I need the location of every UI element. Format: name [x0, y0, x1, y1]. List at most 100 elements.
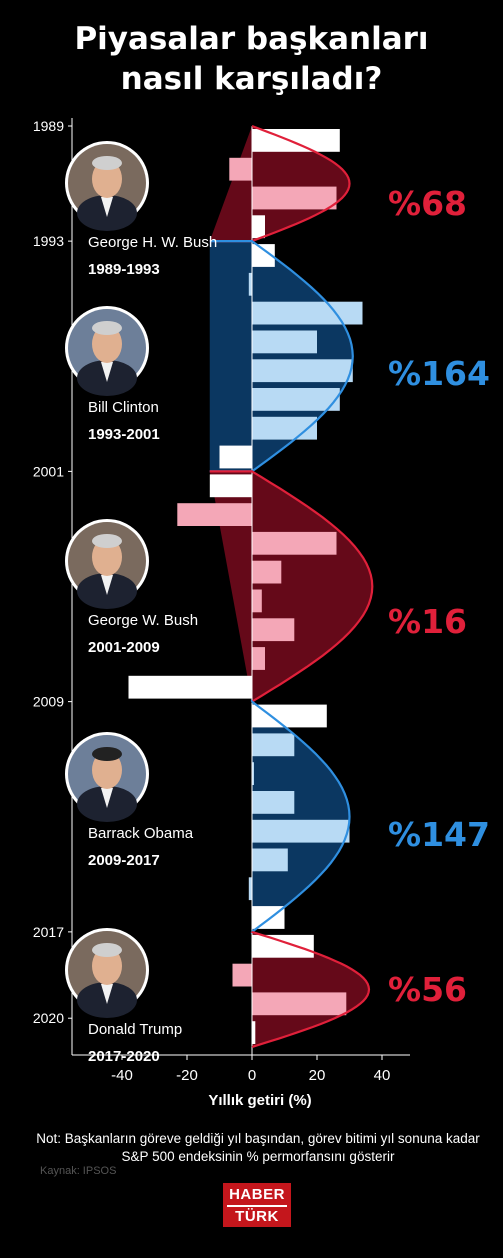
portrait-collar [101, 984, 113, 1004]
portrait-collar [101, 788, 113, 808]
bush-jr-portrait [65, 519, 149, 609]
portrait-collar [101, 575, 113, 595]
logo-divider [227, 1205, 287, 1207]
portrait-collar [101, 362, 113, 382]
bar-2007 [252, 647, 265, 670]
chart-title-line2: nasıl karşıladı? [120, 61, 383, 97]
president-term-2009: 2009-2017 [88, 852, 160, 869]
bar-2005 [252, 589, 262, 613]
bar-2020 [252, 1021, 256, 1044]
bush-sr-portrait [65, 141, 149, 231]
term-fill-1989 [209, 126, 350, 242]
bar-1993 [252, 244, 275, 267]
bar-2006 [252, 618, 295, 642]
x-tick-label-40: 40 [374, 1067, 391, 1084]
bar-1997 [252, 359, 353, 383]
year-label-2017: 2017 [33, 924, 64, 940]
bar-2012 [252, 791, 295, 814]
trump-portrait [65, 928, 149, 1018]
bar-1998 [252, 388, 340, 411]
bar-2015 [248, 877, 253, 901]
term-outline-2017 [250, 930, 371, 1049]
obama-portrait [65, 732, 149, 822]
haberturk-logo: HABER TÜRK [223, 1183, 291, 1227]
bar-1991 [252, 186, 337, 210]
term-fill-2001 [209, 471, 373, 702]
bar-2004 [252, 560, 282, 584]
president-name-1993: Bill Clinton [88, 399, 159, 416]
source-credit: Kaynak: IPSOS [40, 1165, 117, 1177]
return-label-1993: %164 [388, 354, 490, 393]
portrait-face [92, 160, 122, 198]
term-outline-1993 [209, 239, 354, 473]
year-label-1989: 1989 [33, 118, 64, 134]
bar-2002 [177, 503, 253, 526]
bar-1989 [252, 129, 340, 152]
bar-2014 [252, 848, 288, 872]
president-term-2001: 2001-2009 [88, 639, 160, 656]
bar-1994 [248, 272, 253, 296]
portrait-face [92, 751, 122, 789]
portrait-face [92, 947, 122, 985]
return-label-2009: %147 [388, 815, 490, 854]
president-term-2017: 2017-2020 [88, 1048, 160, 1065]
x-axis-ticks: -40 -20 0 20 40 Yıllık getiri (%) [111, 1055, 390, 1109]
logo-line1: HABER [229, 1186, 285, 1203]
bar-1996 [252, 330, 317, 354]
president-name-2017: Donald Trump [88, 1021, 182, 1038]
bar-2000 [219, 445, 252, 469]
bar-1992 [252, 215, 265, 239]
bar-2019 [252, 992, 347, 1016]
term-outline-2001 [209, 470, 374, 703]
term-fill-1993 [209, 241, 353, 472]
annual-return-bars [128, 126, 363, 1055]
bar-1995 [252, 301, 363, 325]
presidents-market-chart: 1989 1993 2001 2009 2017 2020 George H. W. Bu… [33, 118, 490, 1109]
bar-2001 [209, 474, 253, 498]
bar-2013 [252, 819, 350, 843]
bar-1990 [229, 157, 253, 181]
x-tick-label--40: -40 [111, 1067, 133, 1084]
portrait-hair [92, 156, 122, 170]
portrait-face [92, 325, 122, 363]
term-outline-2009 [250, 699, 351, 935]
x-tick-label-0: 0 [248, 1067, 256, 1084]
year-label-2001: 2001 [33, 463, 64, 479]
bar-2016 [252, 906, 285, 929]
portrait-face [92, 538, 122, 576]
year-label-2020: 2020 [33, 1010, 64, 1026]
president-term-1993: 1993-2001 [88, 426, 160, 443]
portrait-hair [92, 943, 122, 957]
bar-2018 [232, 963, 252, 987]
term-curves [209, 126, 373, 1047]
logo-line2: TÜRK [235, 1208, 279, 1225]
term-fill-2017 [252, 931, 369, 1047]
portrait-hair [92, 747, 122, 761]
chart-axes: 1989 1993 2001 2009 2017 2020 [33, 118, 410, 1056]
term-outline-1989 [209, 124, 351, 243]
portrait-hair [92, 321, 122, 335]
chart-title-line1: Piyasalar başkanları [74, 21, 429, 57]
portrait-collar [101, 197, 113, 217]
x-tick-label-20: 20 [309, 1067, 326, 1084]
term-fill-2009 [252, 701, 350, 932]
clinton-portrait [65, 306, 149, 396]
bar-2017 [252, 934, 314, 958]
bar-2008 [128, 675, 252, 699]
return-label-1989: %68 [388, 184, 467, 223]
term-curve-outlines [209, 124, 374, 1049]
footnote: Not: Başkanların göreve geldiği yıl başı… [36, 1131, 480, 1164]
x-axis-label: Yıllık getiri (%) [208, 1092, 311, 1109]
president-term-1989: 1989-1993 [88, 261, 160, 278]
president-name-2001: George W. Bush [88, 612, 198, 629]
bar-2011 [252, 762, 254, 785]
year-label-2009: 2009 [33, 694, 64, 710]
president-labels: George H. W. Bush 1989-1993 %68 Bill Clinto… [65, 141, 490, 1065]
return-label-2001: %16 [388, 602, 467, 641]
x-tick-label--20: -20 [176, 1067, 198, 1084]
portrait-hair [92, 534, 122, 548]
president-name-1989: George H. W. Bush [88, 234, 217, 251]
year-label-1993: 1993 [33, 233, 64, 249]
bar-2009 [252, 704, 327, 728]
bar-2010 [252, 733, 295, 757]
